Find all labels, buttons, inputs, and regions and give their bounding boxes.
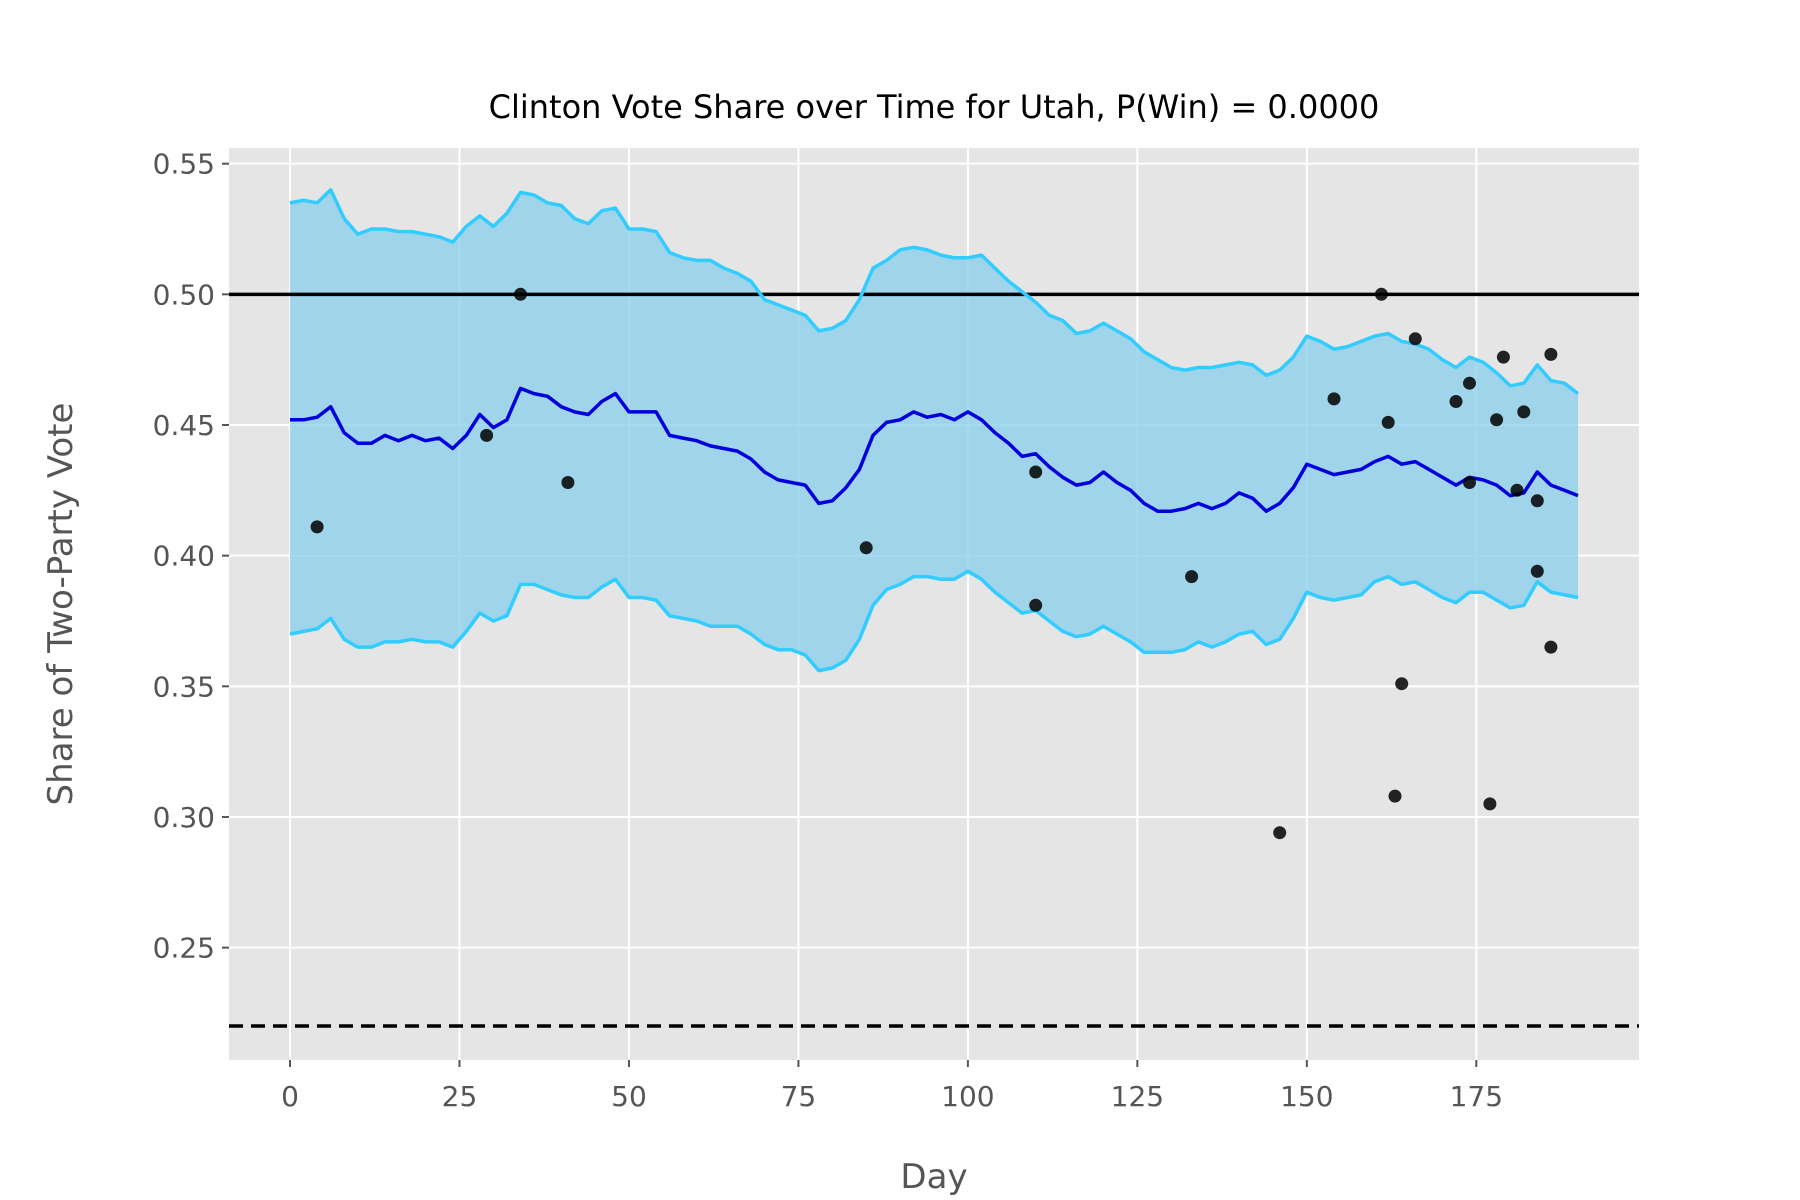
poll-point <box>1544 640 1558 654</box>
y-tick-label: 0.25 <box>153 932 215 965</box>
x-tick-label: 75 <box>781 1080 817 1113</box>
poll-point <box>1388 789 1402 803</box>
poll-point <box>480 428 494 442</box>
poll-point <box>1517 405 1531 419</box>
lower-bound-line <box>289 569 1579 673</box>
y-axis-label: Share of Two-Party Vote <box>41 403 81 806</box>
poll-point <box>1483 797 1497 811</box>
x-tick-label: 150 <box>1280 1080 1333 1113</box>
poll-point <box>1510 483 1524 497</box>
confidence-band <box>290 189 1578 671</box>
poll-point <box>1463 476 1476 489</box>
x-tick-label: 175 <box>1450 1080 1503 1113</box>
y-tick-label: 0.55 <box>153 148 215 181</box>
poll-point <box>1496 350 1510 364</box>
poll-point <box>1449 395 1463 408</box>
chart-title: Clinton Vote Share over Time for Utah, P… <box>489 88 1380 126</box>
mean-line <box>290 386 1579 513</box>
series-lines <box>289 188 1580 673</box>
poll-point <box>1029 598 1043 612</box>
y-tick-label: 0.45 <box>153 409 215 442</box>
x-tick-label: 50 <box>611 1080 647 1113</box>
poll-point <box>561 476 575 489</box>
poll-point <box>1530 564 1544 578</box>
poll-points <box>310 287 1558 840</box>
x-tick-label: 25 <box>442 1080 478 1113</box>
poll-point <box>1395 677 1409 691</box>
x-axis-ticks: 0 25 50 75 100 125 150 175 <box>281 1060 1503 1113</box>
y-tick-label: 0.35 <box>153 670 215 703</box>
poll-point <box>1530 494 1544 508</box>
poll-point <box>1185 570 1199 584</box>
x-tick-label: 125 <box>1111 1080 1164 1113</box>
poll-point <box>1463 376 1476 390</box>
poll-point <box>1029 465 1043 479</box>
poll-point <box>1544 347 1558 361</box>
poll-point <box>1273 826 1287 840</box>
poll-point <box>1374 287 1388 301</box>
x-tick-label: 100 <box>941 1080 994 1113</box>
y-tick-label: 0.40 <box>153 540 215 573</box>
x-axis-label: Day <box>900 1157 967 1197</box>
y-axis-ticks: 0.25 0.30 0.35 0.40 0.45 0.50 0.55 <box>153 148 229 965</box>
poll-point <box>514 287 527 301</box>
poll-point <box>1327 392 1341 406</box>
y-tick-label: 0.50 <box>153 278 215 311</box>
x-tick-label: 0 <box>281 1080 299 1113</box>
y-tick-label: 0.30 <box>153 801 215 834</box>
upper-bound-line <box>289 188 1580 395</box>
poll-point <box>310 520 324 534</box>
poll-point <box>859 541 873 555</box>
poll-point <box>1408 332 1422 346</box>
poll-point <box>1490 413 1504 427</box>
poll-point <box>1381 415 1395 429</box>
